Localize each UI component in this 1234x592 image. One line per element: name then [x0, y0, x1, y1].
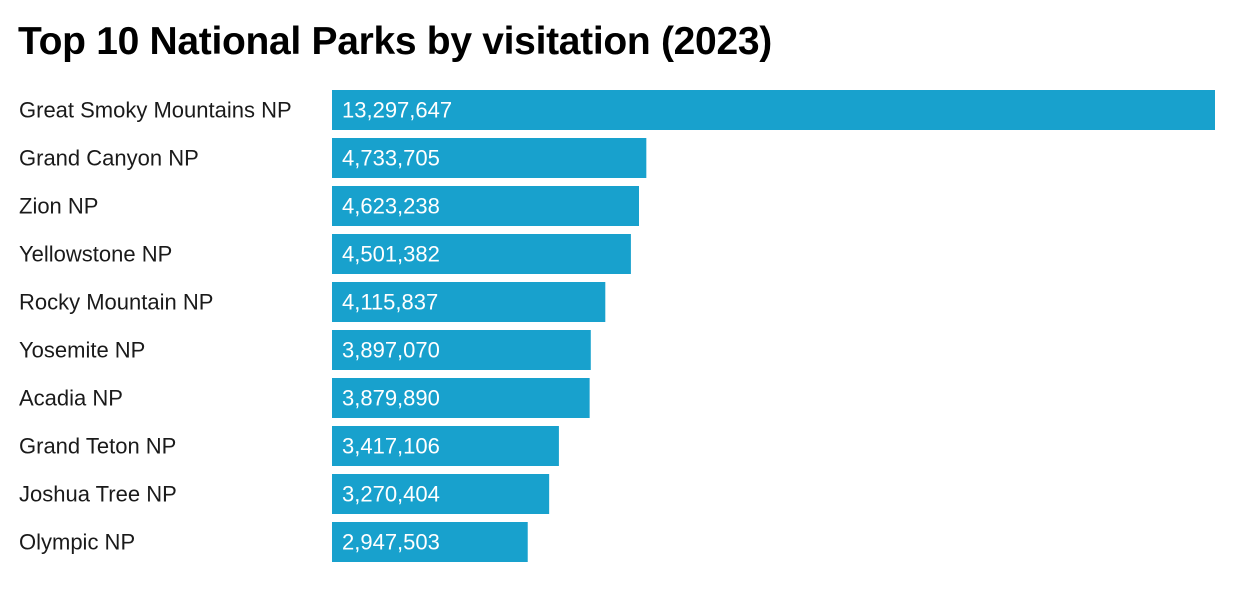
value-label: 13,297,647	[342, 98, 452, 123]
value-label: 4,501,382	[342, 242, 440, 267]
bar	[332, 90, 1215, 130]
value-label: 3,417,106	[342, 434, 440, 459]
category-label: Grand Canyon NP	[19, 146, 199, 171]
value-label: 2,947,503	[342, 530, 440, 555]
value-label: 3,897,070	[342, 338, 440, 363]
value-label: 4,115,837	[342, 290, 438, 315]
category-label: Olympic NP	[19, 530, 135, 555]
bar	[332, 234, 631, 274]
bar	[332, 474, 550, 514]
bar	[332, 282, 606, 322]
category-label: Great Smoky Mountains NP	[19, 98, 292, 123]
category-label: Zion NP	[19, 194, 98, 219]
bars-layer: Great Smoky Mountains NP 13,297,647 Grand …	[19, 90, 1215, 562]
category-label: Rocky Mountain NP	[19, 290, 213, 315]
bar	[332, 330, 591, 370]
bar	[332, 426, 559, 466]
category-label: Yellowstone NP	[19, 242, 172, 267]
category-label: Joshua Tree NP	[19, 482, 177, 507]
category-label: Acadia NP	[19, 386, 123, 411]
value-label: 4,623,238	[342, 194, 440, 219]
category-label: Yosemite NP	[19, 338, 145, 363]
bar	[332, 378, 590, 418]
value-label: 3,879,890	[342, 386, 440, 411]
chart-title: Top 10 National Parks by visitation (202…	[18, 20, 772, 63]
value-label: 4,733,705	[342, 146, 440, 171]
bar	[332, 186, 639, 226]
bar	[332, 522, 528, 562]
bar	[332, 138, 647, 178]
category-label: Grand Teton NP	[19, 434, 176, 459]
value-label: 3,270,404	[342, 482, 440, 507]
